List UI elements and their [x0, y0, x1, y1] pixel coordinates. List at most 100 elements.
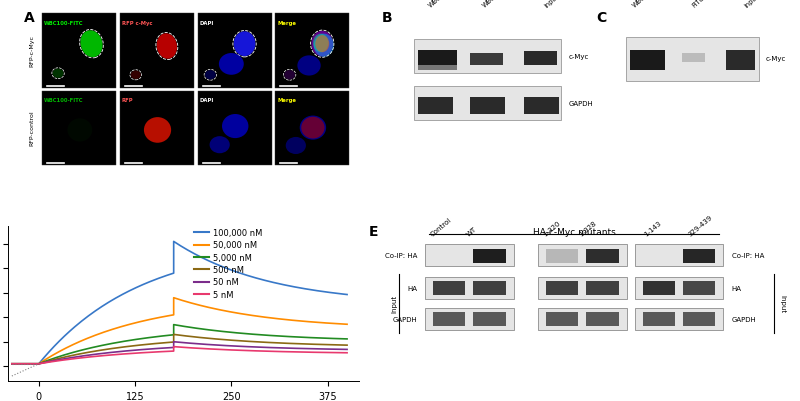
5 nM — [183, 345, 193, 350]
Text: GAPDH: GAPDH — [731, 316, 756, 322]
FancyBboxPatch shape — [643, 282, 675, 296]
Text: DAPI: DAPI — [199, 20, 214, 26]
100,000 nM — [7, 361, 17, 366]
Line: 50 nM: 50 nM — [12, 342, 347, 364]
Text: Input: Input — [779, 294, 785, 312]
50,000 nM — [295, 319, 305, 324]
Text: B: B — [382, 10, 392, 24]
Text: c-Myc: c-Myc — [766, 56, 786, 61]
FancyBboxPatch shape — [524, 97, 559, 114]
50,000 nM — [28, 361, 38, 366]
Text: Control: Control — [429, 216, 452, 237]
FancyBboxPatch shape — [120, 14, 194, 88]
Ellipse shape — [234, 32, 255, 57]
Text: A: A — [24, 10, 34, 24]
5,000 nM — [295, 335, 305, 340]
500 nM — [28, 361, 38, 366]
FancyBboxPatch shape — [683, 249, 715, 263]
Ellipse shape — [130, 71, 141, 80]
500 nM — [307, 342, 317, 347]
Text: GAPDH: GAPDH — [392, 316, 417, 322]
Text: FITC: FITC — [690, 0, 705, 9]
FancyBboxPatch shape — [538, 245, 626, 266]
FancyBboxPatch shape — [586, 312, 618, 326]
Text: DAPI: DAPI — [199, 98, 214, 103]
5 nM — [307, 350, 317, 355]
Text: c-Myc: c-Myc — [569, 54, 589, 60]
FancyBboxPatch shape — [425, 277, 514, 299]
Text: HA: HA — [731, 285, 742, 291]
5 nM — [342, 350, 352, 355]
FancyBboxPatch shape — [524, 53, 557, 66]
50,000 nM — [307, 320, 317, 324]
FancyBboxPatch shape — [634, 308, 723, 330]
50 nM — [272, 346, 282, 350]
Ellipse shape — [284, 71, 295, 80]
100,000 nM — [183, 248, 193, 253]
50,000 nM — [7, 361, 17, 366]
100,000 nM — [169, 239, 178, 244]
FancyBboxPatch shape — [414, 40, 561, 74]
Ellipse shape — [205, 71, 216, 80]
Text: Input: Input — [392, 294, 398, 312]
FancyBboxPatch shape — [433, 282, 466, 296]
Text: WBC100+WBC100-FITC: WBC100+WBC100-FITC — [482, 0, 544, 9]
Line: 50,000 nM: 50,000 nM — [12, 298, 347, 364]
FancyBboxPatch shape — [683, 312, 715, 326]
50,000 nM — [342, 322, 352, 327]
Text: C: C — [597, 10, 606, 24]
FancyBboxPatch shape — [275, 92, 350, 166]
Line: 500 nM: 500 nM — [12, 334, 347, 364]
FancyBboxPatch shape — [630, 51, 665, 71]
FancyBboxPatch shape — [42, 92, 116, 166]
100,000 nM — [97, 304, 106, 309]
FancyBboxPatch shape — [626, 38, 759, 82]
50 nM — [7, 361, 17, 366]
Text: Merge: Merge — [277, 20, 296, 26]
Text: 1-143: 1-143 — [643, 219, 662, 237]
FancyBboxPatch shape — [474, 312, 506, 326]
500 nM — [295, 342, 305, 346]
Text: WBC100-FITC: WBC100-FITC — [631, 0, 669, 9]
500 nM — [169, 332, 178, 337]
Line: 5,000 nM: 5,000 nM — [12, 325, 347, 364]
100,000 nM — [272, 281, 282, 286]
50 nM — [295, 346, 305, 351]
Legend: 100,000 nM, 50,000 nM, 5,000 nM, 500 nM, 50 nM, 5 nM: 100,000 nM, 50,000 nM, 5,000 nM, 500 nM,… — [194, 229, 262, 299]
500 nM — [7, 361, 17, 366]
FancyBboxPatch shape — [414, 87, 561, 121]
FancyBboxPatch shape — [586, 249, 618, 263]
Ellipse shape — [81, 31, 102, 58]
5,000 nM — [28, 361, 38, 366]
Text: E: E — [369, 225, 378, 238]
Line: 5 nM: 5 nM — [12, 347, 347, 364]
50 nM — [97, 351, 106, 356]
Ellipse shape — [222, 115, 249, 139]
FancyBboxPatch shape — [425, 245, 514, 266]
5 nM — [7, 361, 17, 366]
Text: GAPDH: GAPDH — [569, 101, 594, 107]
FancyBboxPatch shape — [474, 282, 506, 296]
Ellipse shape — [53, 69, 63, 79]
FancyBboxPatch shape — [726, 51, 755, 71]
50 nM — [169, 340, 178, 344]
500 nM — [183, 334, 193, 339]
50,000 nM — [97, 330, 106, 335]
Text: RFP c-Myc: RFP c-Myc — [122, 20, 152, 26]
50,000 nM — [169, 296, 178, 300]
FancyBboxPatch shape — [275, 14, 350, 88]
Line: 100,000 nM: 100,000 nM — [12, 242, 347, 364]
FancyBboxPatch shape — [586, 282, 618, 296]
500 nM — [342, 343, 352, 348]
5,000 nM — [342, 337, 352, 342]
Text: HA: HA — [407, 285, 417, 291]
Text: Input: Input — [743, 0, 760, 9]
Text: RFP: RFP — [122, 98, 134, 103]
FancyBboxPatch shape — [198, 14, 272, 88]
FancyBboxPatch shape — [634, 245, 723, 266]
FancyBboxPatch shape — [634, 277, 723, 299]
FancyBboxPatch shape — [418, 66, 457, 71]
Ellipse shape — [313, 34, 329, 53]
Text: WBC100-FITC: WBC100-FITC — [44, 98, 83, 103]
50 nM — [307, 346, 317, 351]
